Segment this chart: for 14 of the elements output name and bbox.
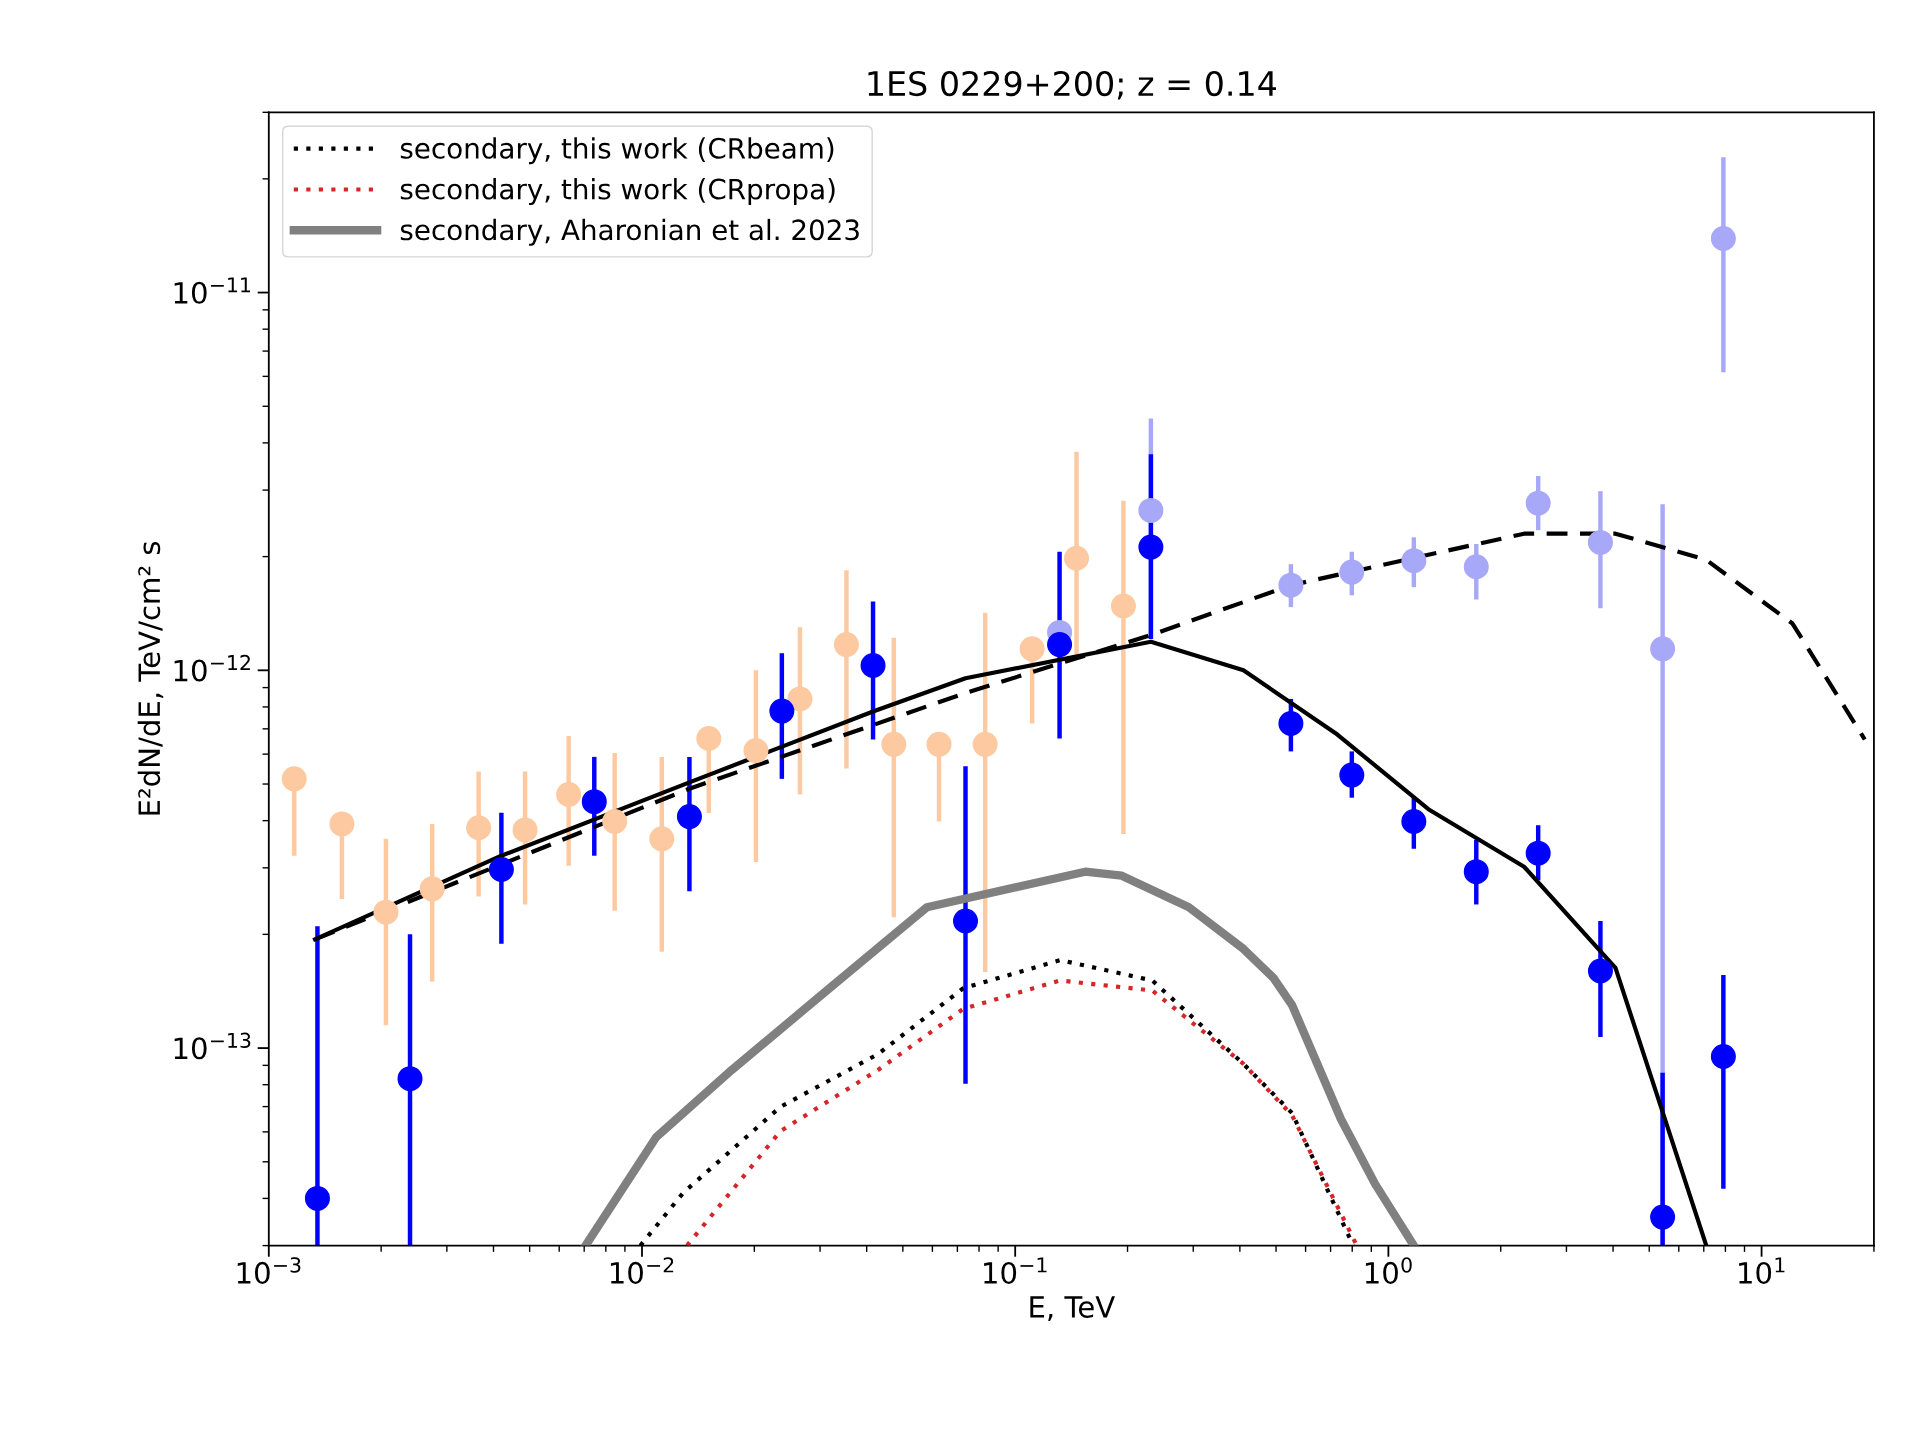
x-tick-label: 10$^{1}$ — [1739, 1257, 1785, 1284]
x-tick-label: 10$^{−2}$ — [610, 1257, 674, 1284]
legend-label: secondary, this work (CRbeam) — [400, 137, 834, 165]
legend-label: secondary, Aharonian et al. 2023 — [400, 218, 859, 246]
x-axis-title: E, TeV — [1030, 1296, 1115, 1321]
y-tick-label: 10$^{−11}$ — [174, 277, 251, 304]
y-tick-label: 10$^{−13}$ — [174, 1032, 251, 1060]
y-axis-title: E²dN/dE, TeV/cm² s — [137, 541, 164, 815]
legend-label: secondary, this work (CRpropa) — [400, 178, 835, 205]
chart-title: 1ES 0229+200; z = 0.14 — [868, 70, 1277, 100]
x-tick-label: 10$^{0}$ — [1365, 1257, 1412, 1284]
x-tick-label: 10$^{−3}$ — [237, 1257, 301, 1284]
x-tick-label: 10$^{−1}$ — [984, 1257, 1047, 1284]
y-tick-label: 10$^{−12}$ — [174, 654, 250, 682]
